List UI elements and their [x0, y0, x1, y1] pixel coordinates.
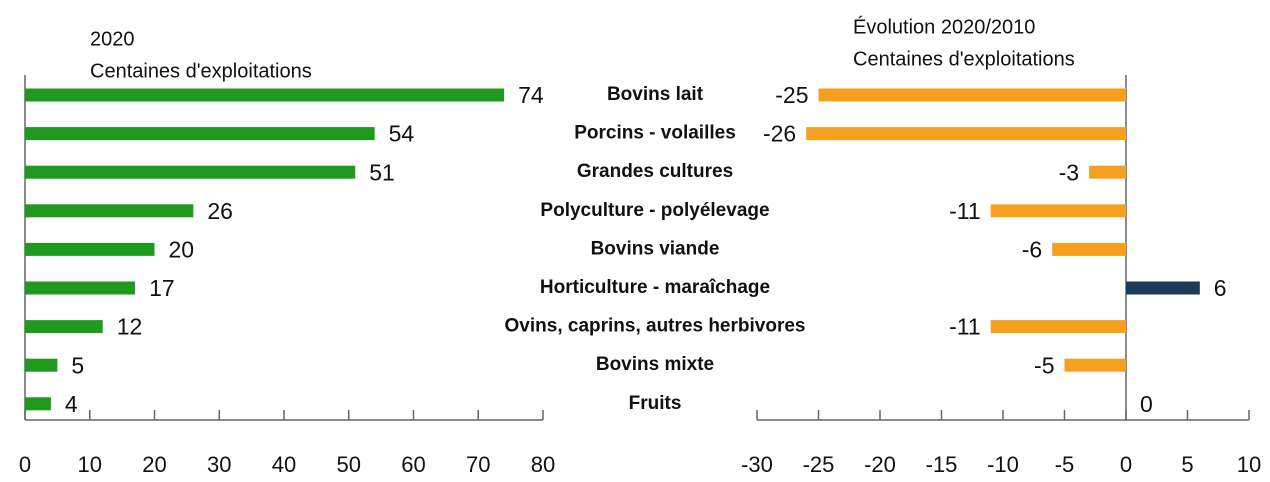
x-tick-label: 5 [1181, 452, 1193, 477]
value-label: -3 [1059, 159, 1079, 185]
bar [1089, 165, 1126, 179]
bar [25, 397, 51, 411]
bar [25, 320, 103, 334]
value-label: 20 [169, 236, 195, 262]
bar [1052, 242, 1126, 256]
x-tick-label: 30 [207, 452, 231, 477]
value-label: 5 [71, 352, 84, 378]
value-label: 17 [149, 275, 175, 301]
bar [25, 204, 194, 218]
chart-subtitle: Centaines d'exploitations [90, 60, 312, 82]
bar [818, 88, 1126, 102]
bar [806, 127, 1126, 141]
x-tick-label: -20 [864, 452, 896, 477]
x-tick-label: 80 [531, 452, 555, 477]
value-label: 12 [117, 314, 143, 340]
x-tick-label: -25 [803, 452, 835, 477]
chart-subtitle: Centaines d'exploitations [853, 48, 1075, 70]
bar [1126, 281, 1200, 295]
value-label: -11 [949, 198, 981, 224]
x-tick-label: 10 [78, 452, 102, 477]
category-label: Bovins lait [607, 84, 704, 105]
category-label: Horticulture - maraîchage [540, 277, 770, 298]
category-label: Ovins, caprins, autres herbivores [505, 316, 806, 337]
bar [25, 88, 505, 102]
x-tick-label: 0 [19, 452, 31, 477]
x-tick-label: 20 [142, 452, 166, 477]
x-tick-label: 50 [337, 452, 361, 477]
bar [990, 204, 1126, 218]
value-label: 54 [389, 121, 415, 147]
category-label: Porcins - volailles [574, 123, 736, 144]
value-label: 74 [518, 82, 544, 108]
category-label: Bovins viande [591, 238, 720, 259]
chart-title: 2020 [90, 28, 135, 50]
x-tick-label: -30 [741, 452, 773, 477]
value-label: 51 [369, 159, 395, 185]
value-label: -11 [949, 314, 981, 340]
bar [25, 165, 356, 179]
value-label: -6 [1022, 236, 1042, 262]
x-tick-label: 70 [466, 452, 490, 477]
x-tick-label: 0 [1120, 452, 1132, 477]
bar [25, 127, 375, 141]
x-tick-label: 10 [1237, 452, 1261, 477]
value-label: -26 [763, 121, 796, 147]
x-tick-label: -15 [926, 452, 958, 477]
x-tick-label: -10 [987, 452, 1019, 477]
bar [25, 281, 136, 295]
category-label: Fruits [629, 393, 682, 414]
value-label: 26 [207, 198, 233, 224]
category-label: Bovins mixte [596, 354, 714, 375]
x-tick-label: 40 [272, 452, 296, 477]
value-label: -5 [1034, 352, 1054, 378]
bar [1064, 358, 1126, 372]
chart-title: Évolution 2020/2010 [853, 15, 1035, 38]
value-label: 4 [65, 391, 78, 417]
bar [25, 358, 58, 372]
value-label: 0 [1140, 391, 1153, 417]
category-label: Polyculture - polyélevage [540, 200, 769, 221]
x-tick-label: -5 [1055, 452, 1075, 477]
bar [25, 242, 155, 256]
x-tick-label: 60 [401, 452, 425, 477]
value-label: 6 [1214, 275, 1227, 301]
value-label: -25 [775, 82, 808, 108]
category-label: Grandes cultures [577, 161, 733, 182]
bar [990, 320, 1126, 334]
